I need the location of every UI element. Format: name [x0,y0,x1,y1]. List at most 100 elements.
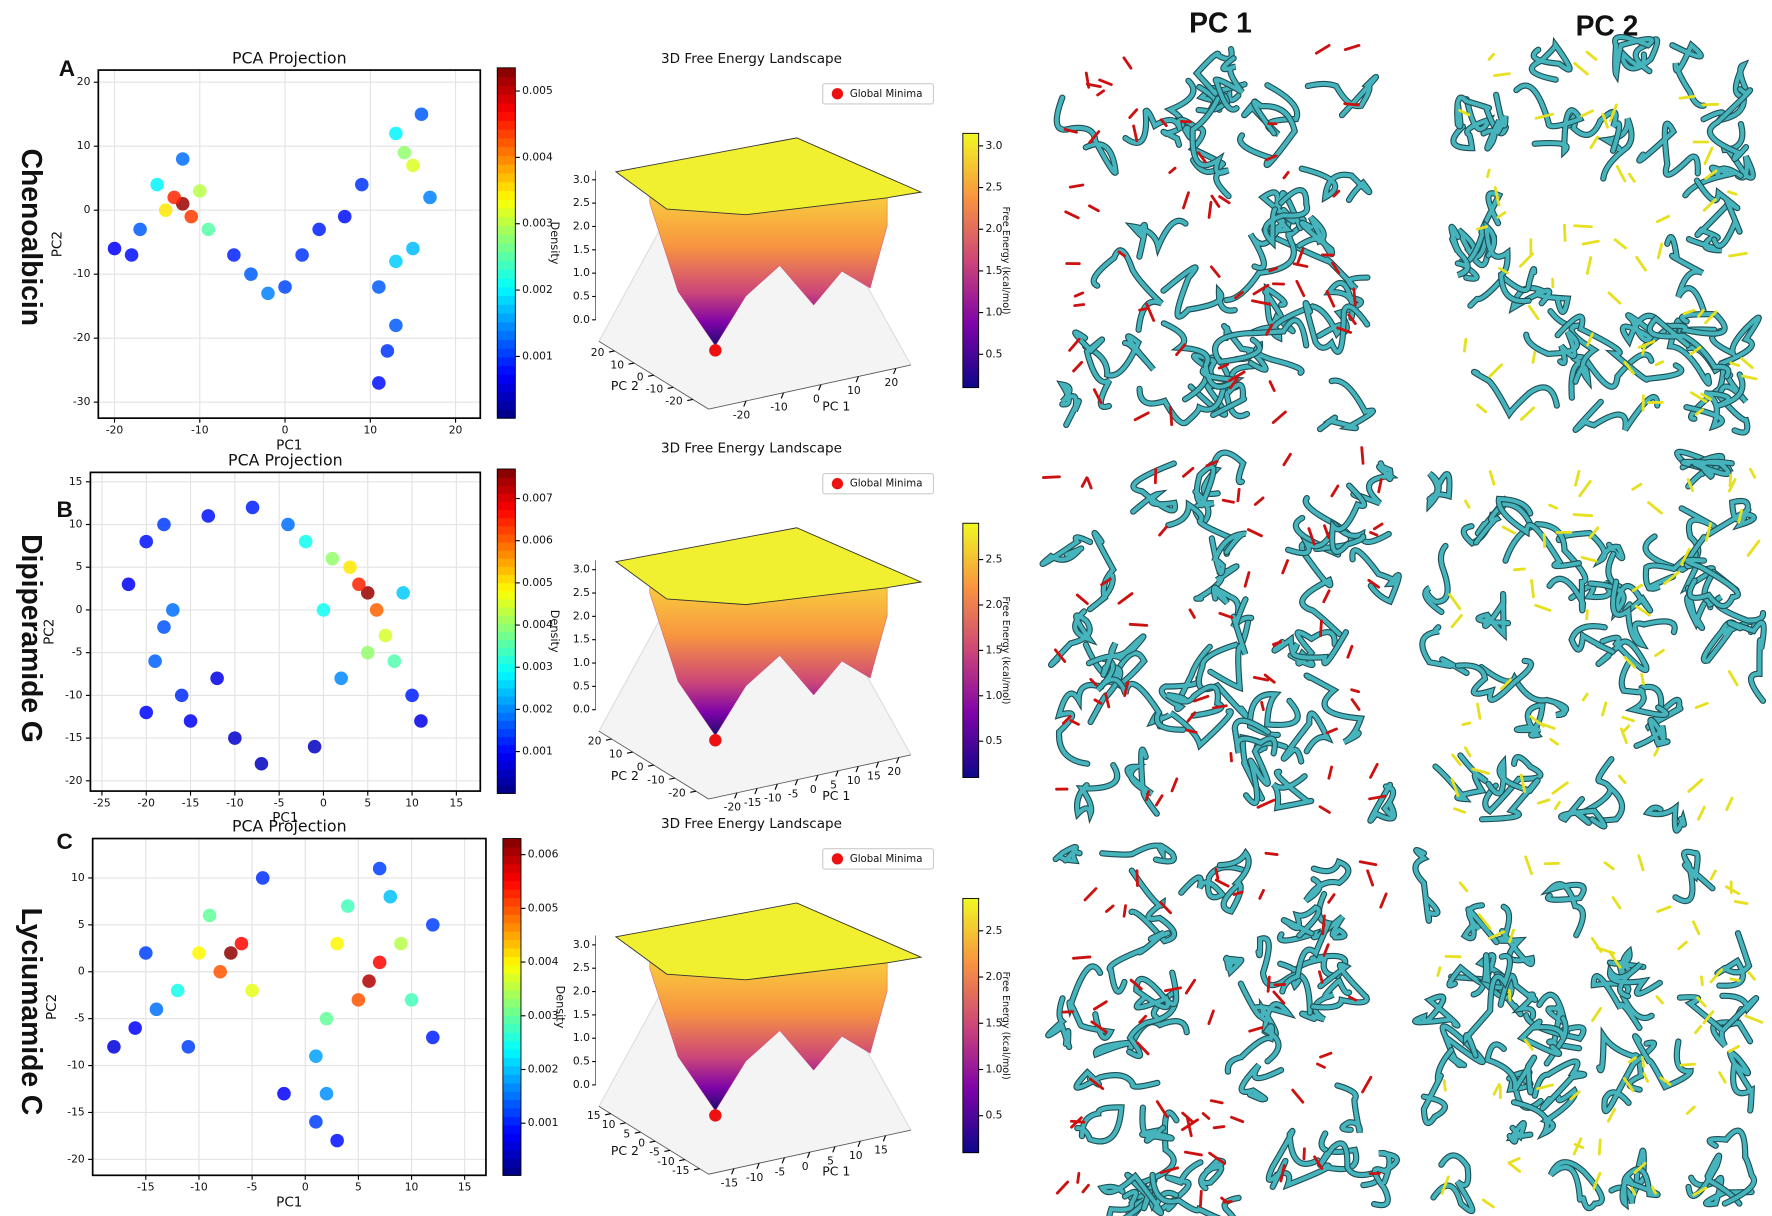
colorbar-label: Density [553,985,566,1028]
colorbar-segment [497,679,516,689]
motion-arrow [1453,807,1467,814]
x-axis-label: PC 1 [822,788,850,803]
scatter-point [394,936,408,951]
colorbar-segment [502,956,521,966]
x-tick [875,761,880,768]
ribbon [1131,461,1177,514]
ribbon [1556,531,1625,566]
motion-arrow [1209,1099,1224,1105]
motion-arrow [1697,309,1705,318]
ribbon-outline [1636,120,1701,178]
z-tick-label: 1.5 [573,243,590,256]
ribbon [1350,548,1401,604]
motion-arrow [1068,337,1081,352]
scatter-point [128,1021,142,1035]
scatter-point [387,654,402,668]
y-tick-label: -20 [665,395,683,408]
ribbon [1278,915,1347,943]
ribbon [1480,757,1540,822]
colorbar-tick-label: 0.007 [522,492,553,505]
motion-arrow [1201,1112,1211,1120]
ribbon [1485,1042,1537,1095]
y-tick [605,1113,611,1116]
colorbar-segment [502,947,521,957]
scatter-point [406,158,420,173]
colorbar-tick-label: 0.005 [528,901,559,914]
x-tick [855,376,859,383]
x-tick-label: 0 [813,392,820,405]
colorbar-segment [502,998,521,1008]
motion-arrow [1678,95,1696,100]
ribbon [1088,530,1116,612]
colorbar-tick-label: 0.005 [522,84,553,97]
colorbar-frame [502,838,522,1176]
motion-arrow [1343,43,1361,52]
z-tick-label: 2.0 [573,219,590,232]
colorbar-segment [497,278,516,288]
scatter-point [372,376,386,390]
motion-arrow [1105,904,1115,913]
motion-arrow [1486,168,1491,179]
motion-arrow [1621,724,1631,734]
motion-arrow [1442,1079,1447,1092]
ribbon [1281,711,1332,764]
colorbar-segment [502,1166,521,1176]
z-tick-label: 3.0 [573,563,590,576]
motion-arrow [1601,112,1609,129]
x-tick [743,400,747,407]
colorbar-segment [497,181,516,191]
colorbar-segment [502,981,521,991]
x-tick-label: 5 [364,797,371,810]
motion-arrow [1727,670,1739,687]
scatter-point [404,993,419,1007]
motion-arrow [1087,204,1100,213]
motion-arrow [1709,968,1724,984]
ribbon [1633,1034,1693,1090]
scatter-point [406,241,420,256]
motion-arrow [1192,694,1210,703]
legend-box [822,83,935,105]
motion-arrow [1128,622,1149,627]
colorbar-segment [497,251,516,262]
colorbar-segment [497,409,516,419]
z-tick-label: 2.5 [573,196,590,209]
motion-arrow [1369,531,1379,537]
ribbon [1213,318,1309,364]
motion-arrow [1692,920,1701,936]
motion-arrow [1358,860,1378,867]
chart-title: PCA Projection [228,451,343,470]
ribbon [1054,95,1118,175]
motion-arrow [1606,1107,1617,1123]
scatter-point [157,620,171,634]
motion-arrow [1694,408,1705,416]
x-tick-label: 10 [847,774,861,787]
motion-arrow [1718,1071,1727,1084]
ribbon [1449,224,1470,277]
ribbon [1262,225,1370,291]
ribbon [1455,658,1533,702]
scatter-point [192,946,206,960]
motion-arrow [1631,583,1643,593]
colorbar-segment [502,1082,521,1092]
colorbar-tick-label: 0.5 [985,347,1002,360]
scatter-point [340,899,355,913]
scatter-point [255,871,270,885]
panel-label: B [57,497,73,522]
ribbon [1670,41,1706,108]
x-tick-label: -20 [106,424,124,437]
ribbon [1086,634,1146,677]
motion-arrow [1117,250,1126,258]
colorbar-tick-label: 1.0 [985,1062,1002,1075]
ribbon [1248,213,1292,270]
motion-arrow [1135,869,1139,888]
ribbon [1318,378,1375,432]
colorbar-segment [502,973,521,983]
motion-arrow [1581,239,1600,246]
colorbar-label: Free Energy (kcal/mol) [1000,206,1011,314]
ribbon [1543,882,1586,938]
scatter-point [245,500,260,515]
ribbon [1706,499,1756,537]
scatter-point [372,955,387,970]
x-axis-label: PC 1 [822,1163,850,1178]
ribbon [1209,531,1247,575]
